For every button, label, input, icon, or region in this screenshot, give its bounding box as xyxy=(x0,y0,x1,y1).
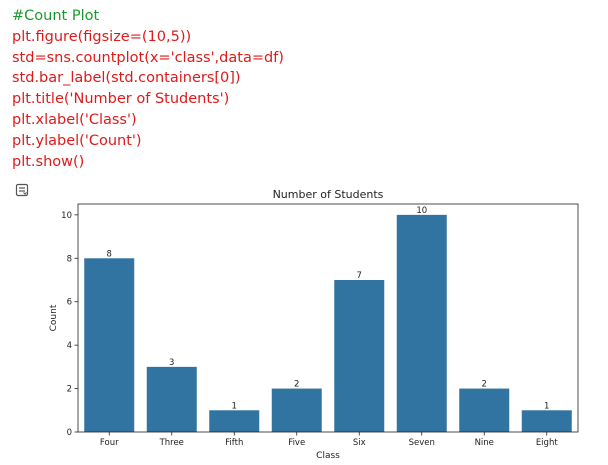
x-tick-label-eight: Eight xyxy=(536,438,559,448)
y-tick-label-6: 6 xyxy=(67,298,72,308)
data-label-fifth: 1 xyxy=(232,401,237,411)
bar-four xyxy=(84,258,135,432)
bar-fifth xyxy=(209,410,260,432)
x-tick-label-fifth: Fifth xyxy=(225,438,243,448)
y-tick-label-2: 2 xyxy=(67,385,72,395)
code-line-bar-label: std.bar_label(std.containers[0]) xyxy=(12,70,241,87)
plot-area: 8 Four 3 Three 1 Fifth 2 Five 7 Six 10 Seven 2 Nine 1 E… xyxy=(61,203,579,448)
data-label-four: 8 xyxy=(107,249,112,259)
code-comment: #Count Plot xyxy=(12,8,100,24)
x-tick-label-four: Four xyxy=(100,438,119,448)
bar-nine xyxy=(459,388,510,432)
bar-five xyxy=(271,388,322,432)
x-tick-label-seven: Seven xyxy=(409,438,435,448)
code-line-ylabel: plt.ylabel('Count') xyxy=(12,132,142,149)
bar-seven xyxy=(396,214,447,432)
y-tick-label-8: 8 xyxy=(67,254,72,264)
x-tick-label-nine: Nine xyxy=(475,438,494,448)
x-tick-label-six: Six xyxy=(353,438,366,448)
code-cell[interactable]: #Count Plot plt.figure(figsize=(10,5)) s… xyxy=(12,6,284,172)
code-line-figure: plt.figure(figsize=(10,5)) xyxy=(12,28,192,45)
data-label-six: 7 xyxy=(357,271,362,281)
bar-six xyxy=(334,280,385,432)
code-line-title: plt.title('Number of Students') xyxy=(12,91,230,108)
code-line-countplot: std=sns.countplot(x='class',data=df) xyxy=(12,49,284,66)
y-axis-label: Count xyxy=(49,304,59,331)
x-tick-label-three: Three xyxy=(159,438,184,448)
data-label-three: 3 xyxy=(169,358,174,368)
data-label-eight: 1 xyxy=(544,401,549,411)
bar-eight xyxy=(521,410,572,432)
chart-title: Number of Students xyxy=(273,188,384,201)
y-tick-label-0: 0 xyxy=(67,428,72,438)
x-axis-label: Class xyxy=(316,451,340,461)
code-line-show: plt.show() xyxy=(12,153,85,170)
bar-three xyxy=(146,366,197,432)
y-tick-label-10: 10 xyxy=(61,211,72,221)
data-label-seven: 10 xyxy=(416,206,427,216)
plot-frame xyxy=(77,203,579,433)
data-label-five: 2 xyxy=(294,380,299,390)
y-tick-label-4: 4 xyxy=(67,341,72,351)
data-label-nine: 2 xyxy=(482,380,487,390)
code-line-xlabel: plt.xlabel('Class') xyxy=(12,111,137,128)
output-toggle-icon[interactable] xyxy=(14,182,30,198)
x-tick-label-five: Five xyxy=(288,438,305,448)
